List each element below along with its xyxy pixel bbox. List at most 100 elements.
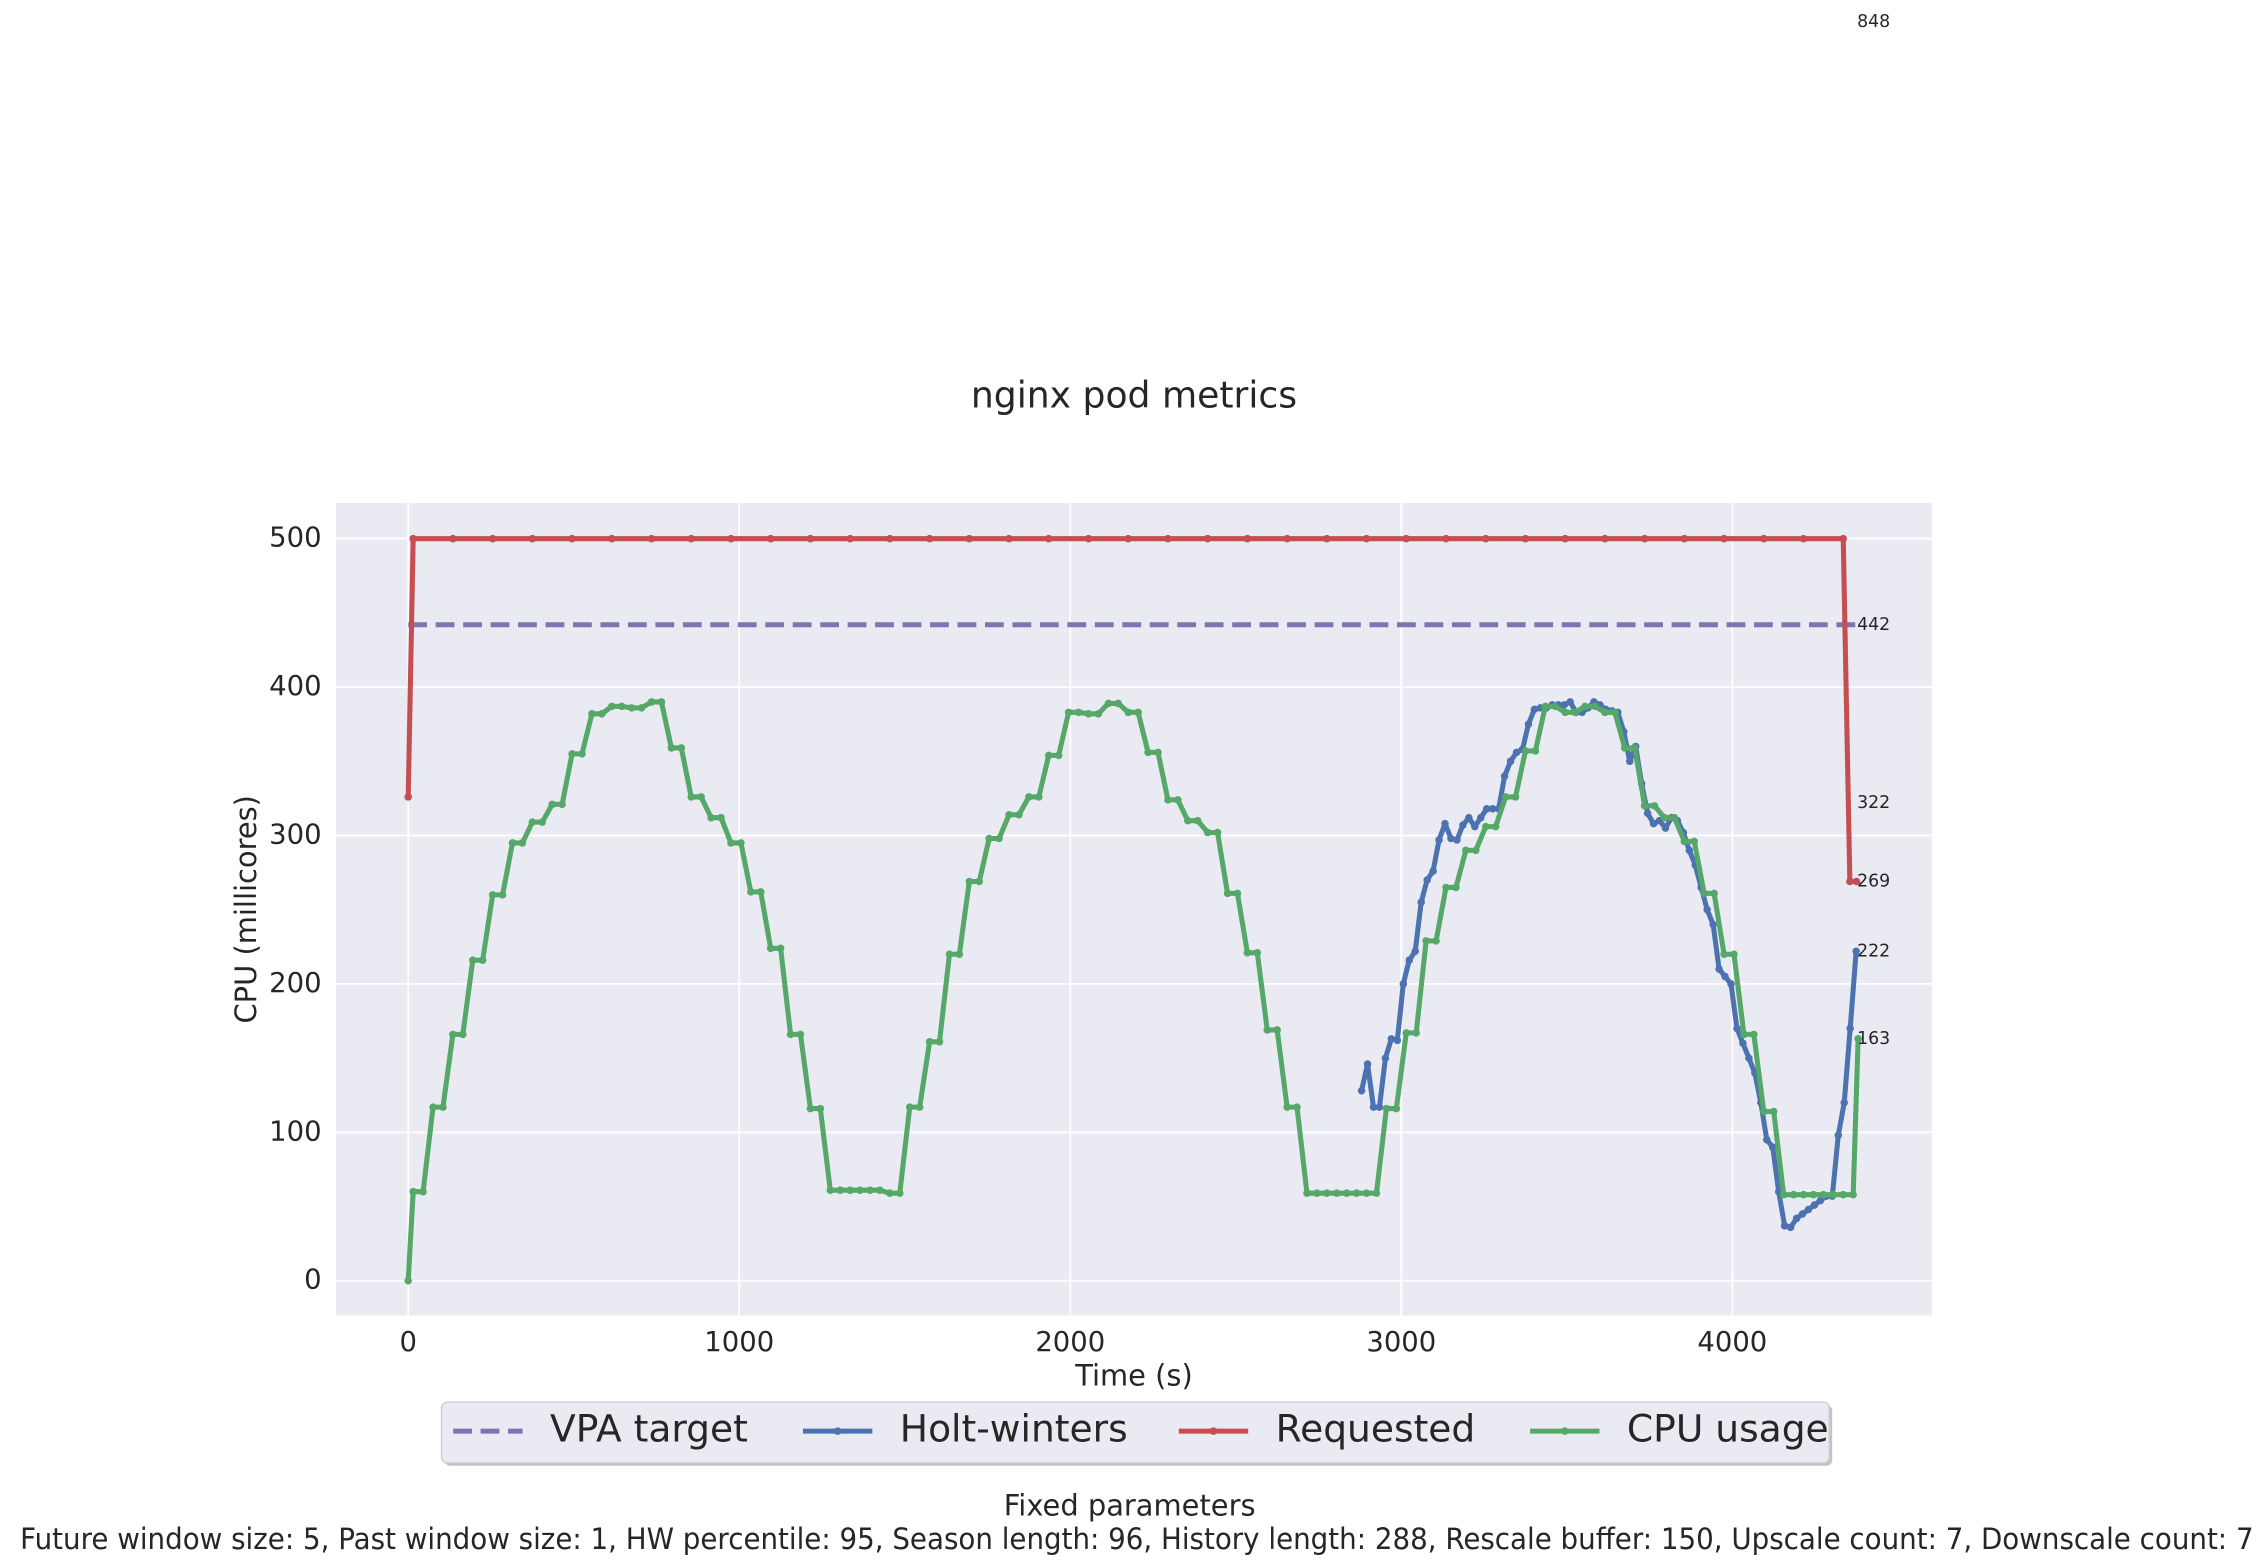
point [1382, 1104, 1391, 1113]
point [1685, 846, 1694, 855]
point [1213, 828, 1222, 837]
point [1422, 937, 1430, 945]
point [1501, 793, 1510, 801]
point [1566, 698, 1574, 706]
point [1323, 1189, 1331, 1197]
point [1412, 1029, 1420, 1037]
point [1809, 1190, 1818, 1199]
point [1488, 805, 1497, 813]
point [429, 1103, 437, 1111]
point [1680, 534, 1689, 543]
point [568, 750, 576, 758]
y-tick-label: 400 [269, 671, 321, 702]
point [568, 534, 576, 543]
point [1680, 837, 1689, 846]
point [846, 1186, 854, 1194]
point [1045, 751, 1053, 760]
point [1447, 834, 1455, 843]
point [727, 839, 735, 847]
point [1203, 828, 1212, 837]
point [647, 698, 656, 706]
point [1482, 805, 1491, 813]
point [637, 704, 646, 712]
point [1253, 948, 1262, 957]
point [1459, 821, 1467, 829]
point [608, 534, 616, 543]
point [1025, 793, 1033, 801]
point [1357, 1087, 1366, 1095]
point [1670, 813, 1679, 822]
point [1661, 824, 1670, 832]
point [886, 534, 894, 543]
point [1392, 1104, 1401, 1113]
point [1352, 1189, 1361, 1197]
point [1114, 699, 1123, 708]
annotation: 222 [1857, 941, 1890, 961]
point [866, 1186, 874, 1194]
point [1591, 702, 1599, 711]
point [1721, 972, 1729, 981]
legend-label: VPA target [550, 1407, 748, 1451]
x-tick-label: 0 [399, 1327, 416, 1358]
point [1846, 1024, 1854, 1033]
point [1203, 534, 1212, 543]
point [727, 534, 735, 543]
y-tick-label: 300 [269, 820, 321, 851]
point [1630, 744, 1639, 752]
point [657, 698, 666, 706]
point [935, 1038, 944, 1046]
point [1840, 1098, 1848, 1107]
annotation: 442 [1857, 615, 1890, 635]
point [1760, 1107, 1768, 1116]
y-tick-label: 500 [269, 523, 321, 554]
point [1829, 1190, 1838, 1199]
point [816, 1104, 825, 1113]
point [806, 534, 815, 543]
point [1625, 757, 1634, 766]
point [985, 834, 993, 843]
point [1144, 748, 1152, 757]
point [1465, 813, 1473, 822]
annotation: 269 [1857, 872, 1890, 892]
point [766, 534, 775, 543]
x-tick-label: 3000 [1366, 1327, 1436, 1358]
point [1690, 837, 1699, 846]
point [1649, 819, 1658, 828]
point [1640, 802, 1649, 810]
point [1611, 708, 1619, 717]
point [1104, 699, 1113, 708]
point [419, 1187, 427, 1196]
point [627, 704, 636, 712]
point [1560, 701, 1568, 709]
point [1054, 751, 1063, 760]
point [1124, 534, 1132, 543]
point [1481, 822, 1490, 831]
point [1789, 1190, 1798, 1199]
point [1094, 710, 1103, 718]
legend-marker [1561, 1427, 1569, 1435]
point [1417, 898, 1425, 907]
point [1154, 748, 1162, 757]
point [1283, 1103, 1291, 1111]
point [677, 744, 686, 752]
point [1471, 822, 1479, 831]
point [1283, 534, 1291, 543]
point [1243, 534, 1252, 543]
point [608, 702, 616, 711]
point [1852, 877, 1861, 886]
point [558, 800, 566, 809]
point [409, 534, 417, 543]
point [1839, 534, 1847, 543]
point [1491, 822, 1500, 831]
point [1739, 1039, 1747, 1048]
point [488, 534, 497, 543]
point [1512, 748, 1521, 757]
point [528, 818, 537, 826]
point [1263, 1026, 1271, 1034]
point [1243, 948, 1252, 957]
point [1369, 1103, 1378, 1111]
point [1393, 1036, 1402, 1045]
point [925, 1038, 934, 1046]
point [1733, 1024, 1741, 1033]
